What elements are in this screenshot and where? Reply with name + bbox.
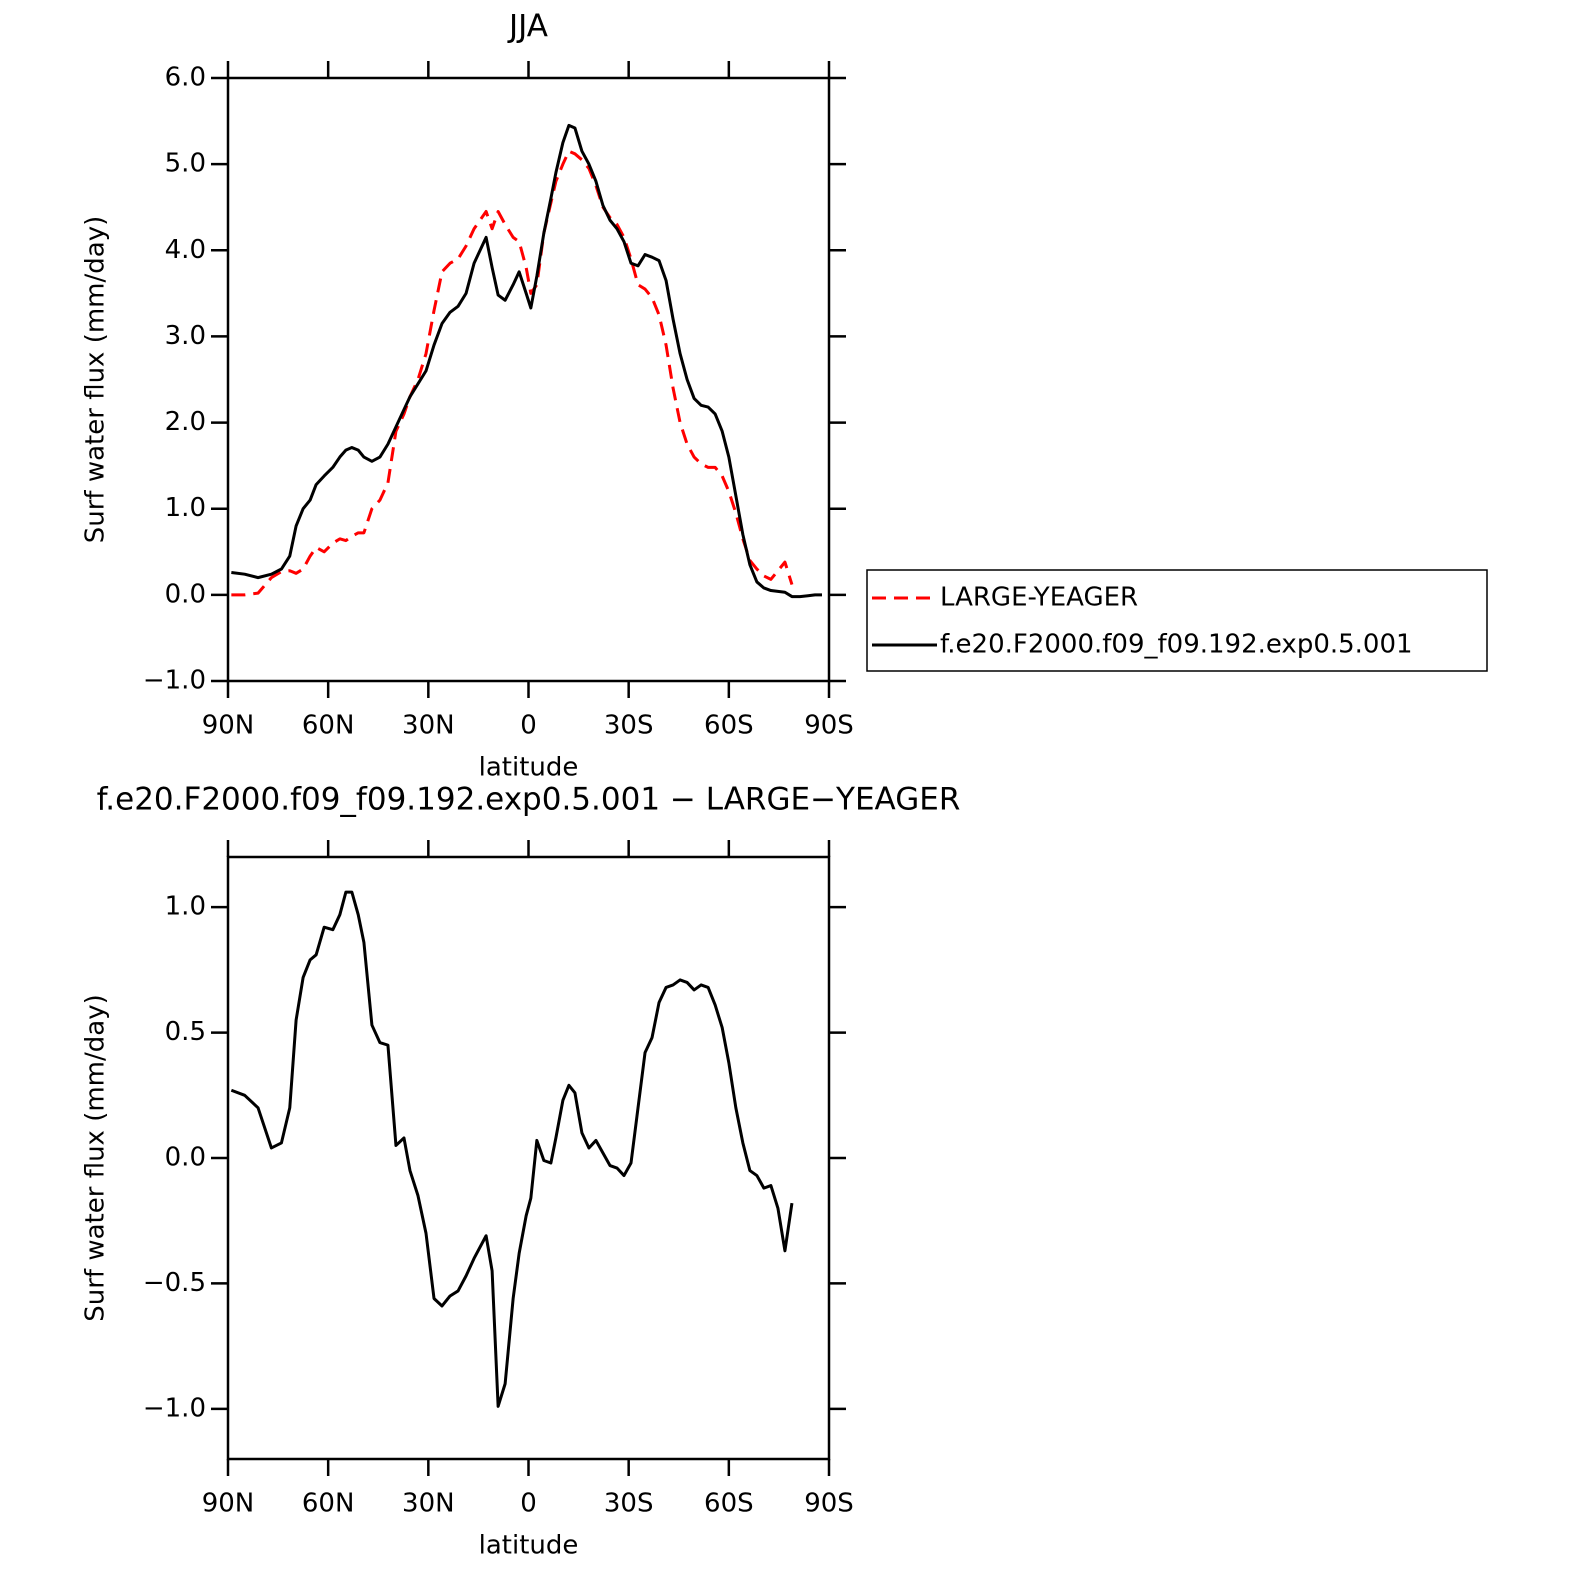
y-axis-label: Surf water flux (mm/day) [81,216,111,543]
y-tick-label: 3.0 [165,321,206,351]
x-tick-label: 90N [202,711,255,741]
legend-box [866,569,1488,672]
data-line [230,890,794,1408]
legend-label: LARGE-YEAGER [940,583,1138,613]
y-tick-label: 0.5 [165,1017,206,1047]
x-tick-label: 0 [520,711,537,741]
y-tick-label: 0.0 [165,579,206,609]
y-tick-label: −1.0 [143,666,206,696]
x-tick-label: 30S [604,711,654,741]
x-tick-label: 0 [520,1489,537,1519]
data-line [231,149,794,597]
data-line [231,123,822,599]
y-tick-label: 6.0 [165,63,206,93]
chart-title: JJA [507,9,548,45]
x-tick-label: 60S [704,1489,754,1519]
x-tick-label: 60S [704,711,754,741]
y-axis-label: Surf water flux (mm/day) [81,994,111,1321]
y-tick-label: −1.0 [143,1393,206,1423]
legend-label: f.e20.F2000.f09_f09.192.exp0.5.001 [940,630,1413,660]
x-axis-label: latitude [479,1531,579,1561]
y-tick-label: 2.0 [165,407,206,437]
y-tick-label: −0.5 [143,1268,206,1298]
x-tick-label: 30N [402,711,455,741]
x-tick-label: 60N [302,1489,355,1519]
x-tick-label: 90S [804,711,854,741]
x-tick-label: 30S [604,1489,654,1519]
y-tick-label: 4.0 [165,235,206,265]
x-tick-label: 90S [804,1489,854,1519]
y-tick-label: 1.0 [165,493,206,523]
chart-title: f.e20.F2000.f09_f09.192.exp0.5.001 − LAR… [97,782,961,818]
plot-frame [226,76,831,683]
x-tick-label: 30N [402,1489,455,1519]
x-axis-label: latitude [479,753,579,783]
y-tick-label: 5.0 [165,149,206,179]
x-tick-label: 60N [302,711,355,741]
y-tick-label: 0.0 [165,1143,206,1173]
x-tick-label: 90N [202,1489,255,1519]
y-tick-label: 1.0 [165,892,206,922]
